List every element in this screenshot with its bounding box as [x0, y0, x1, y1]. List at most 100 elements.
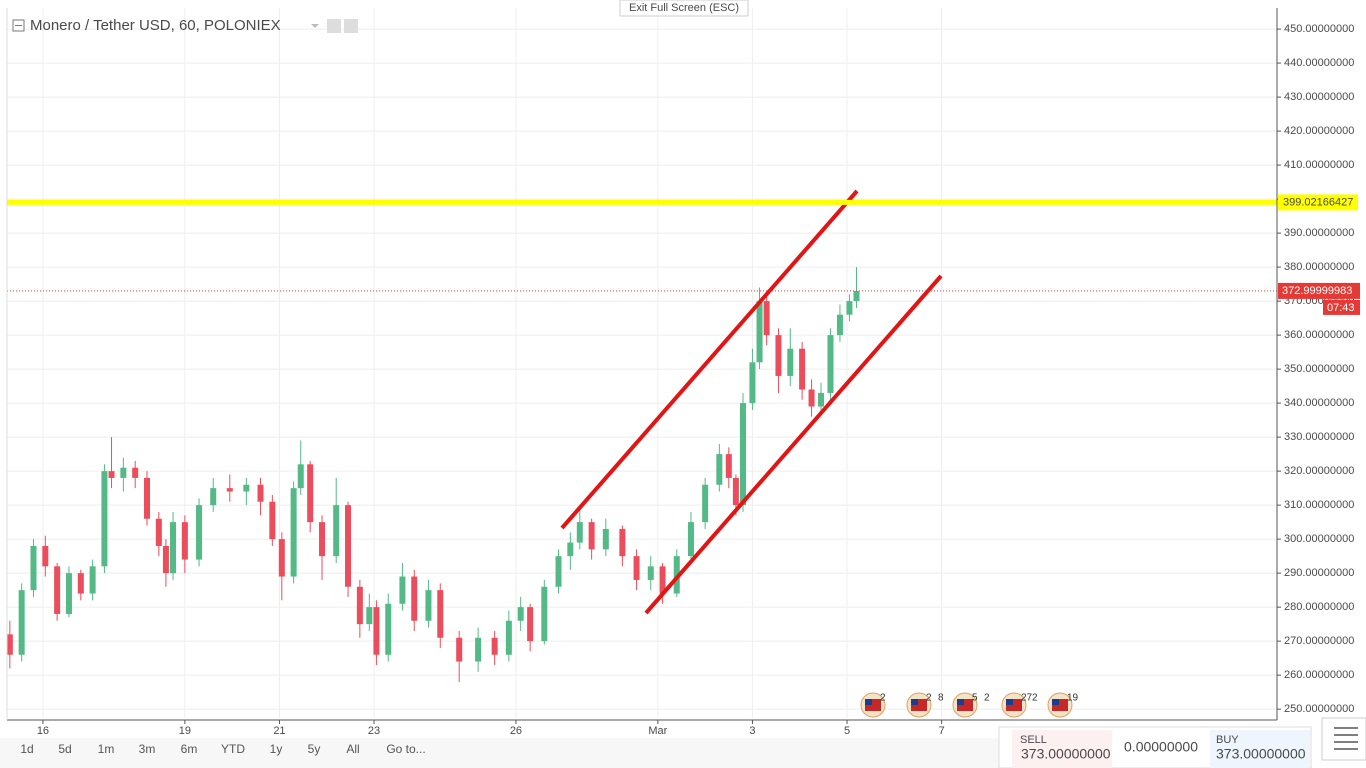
candle-body [356, 586, 363, 625]
range-button[interactable]: 5d [58, 742, 71, 756]
range-button[interactable]: All [346, 742, 359, 756]
candle-body [120, 467, 127, 478]
candle-body [602, 528, 609, 550]
candle-body [373, 607, 380, 655]
buy-button[interactable] [1210, 730, 1310, 768]
candle-body [333, 505, 340, 557]
countdown: 07:43 [1327, 302, 1355, 314]
event-flag-blue [1052, 699, 1059, 705]
candle-body [345, 505, 352, 587]
candle-body [687, 522, 694, 557]
candle-body [846, 301, 853, 315]
horizontal-line-label: 399.02166427 [1283, 196, 1353, 208]
y-tick-label: 420.00000000 [1284, 125, 1354, 137]
menu-button[interactable] [1321, 717, 1366, 761]
y-tick-label: 330.00000000 [1284, 431, 1354, 443]
candle-body [297, 464, 304, 489]
candle-body [827, 335, 834, 393]
y-tick-label: 260.00000000 [1284, 669, 1354, 681]
candle-body [77, 573, 84, 594]
candle-body [491, 637, 498, 655]
settings-icon[interactable] [327, 19, 341, 33]
candle-body [425, 590, 432, 621]
y-tick-label: 410.00000000 [1284, 159, 1354, 171]
y-tick-label: 270.00000000 [1284, 635, 1354, 647]
exit-fullscreen-label: Exit Full Screen (ESC) [629, 2, 739, 14]
range-button[interactable]: 1d [20, 742, 33, 756]
candle-body [89, 566, 96, 594]
sell-label: SELL [1020, 734, 1047, 746]
y-tick-label: 380.00000000 [1284, 261, 1354, 273]
range-button[interactable]: 3m [139, 742, 156, 756]
candle-body [818, 392, 825, 407]
candle-body [6, 634, 13, 655]
candle-body [505, 620, 512, 655]
y-tick-label: 450.00000000 [1284, 23, 1354, 35]
x-tick-label: 23 [368, 725, 380, 737]
event-count: 2 [926, 693, 932, 704]
y-tick-label: 280.00000000 [1284, 601, 1354, 613]
event-count: 2 [880, 693, 886, 704]
candle-body [647, 566, 654, 580]
y-tick-label: 250.00000000 [1284, 703, 1354, 715]
y-tick-label: 430.00000000 [1284, 91, 1354, 103]
y-tick-label: 310.00000000 [1284, 499, 1354, 511]
sell-button[interactable] [1012, 730, 1112, 768]
candle-body [588, 522, 595, 550]
x-tick-label: 16 [37, 725, 49, 737]
candle-body [108, 471, 115, 478]
grid [7, 8, 1277, 718]
settings-icon-2[interactable] [344, 19, 358, 33]
event-flag-blue [865, 699, 872, 705]
candle-body [787, 348, 794, 376]
x-tick-label: 7 [939, 725, 945, 737]
candle-body [749, 362, 756, 404]
exit-fullscreen-button[interactable] [619, 0, 749, 17]
candle-body [196, 505, 203, 560]
candle-body [763, 301, 770, 336]
y-tick-label: 320.00000000 [1284, 465, 1354, 477]
range-button[interactable]: 1y [270, 742, 283, 756]
range-button[interactable]: YTD [221, 742, 245, 756]
event-flag-blue [957, 699, 964, 705]
candle-body [226, 488, 233, 492]
candle-body [799, 348, 806, 390]
candle-body [101, 471, 108, 567]
candle-body [775, 335, 782, 376]
candle-body [702, 484, 709, 523]
overlay [7, 199, 1277, 292]
candle-body [555, 556, 562, 587]
range-button[interactable]: 6m [181, 742, 198, 756]
candle-body [567, 542, 574, 557]
buy-price: 373.00000000 [1216, 746, 1306, 762]
candle-body [257, 484, 264, 502]
x-tick-label: Mar [648, 725, 667, 737]
y-tick-label: 360.00000000 [1284, 329, 1354, 341]
y-tick-label: 440.00000000 [1284, 57, 1354, 69]
candle-body [475, 637, 482, 662]
candle-body [725, 454, 732, 478]
trend-line-upper [560, 189, 859, 530]
range-button[interactable]: 1m [98, 742, 115, 756]
candle-body [756, 301, 763, 363]
candle-body [437, 590, 444, 638]
candle-body [42, 545, 49, 567]
y-tick-label: 350.00000000 [1284, 363, 1354, 375]
candle-body [659, 566, 666, 594]
y-tick-label: 390.00000000 [1284, 227, 1354, 239]
candle-body [716, 454, 723, 485]
symbol-dropdown[interactable] [311, 24, 319, 28]
range-button[interactable]: Go to... [386, 742, 425, 756]
range-button[interactable]: 5y [308, 742, 321, 756]
candle-body [181, 522, 188, 560]
candle-body [155, 518, 162, 546]
candle-body [54, 566, 61, 614]
candle-body [541, 586, 548, 642]
candle-body [633, 556, 640, 580]
candle-body [243, 484, 250, 492]
candle-body [65, 573, 72, 614]
last-price-label: 372.99999983 [1282, 285, 1352, 297]
candle-body [739, 403, 746, 506]
